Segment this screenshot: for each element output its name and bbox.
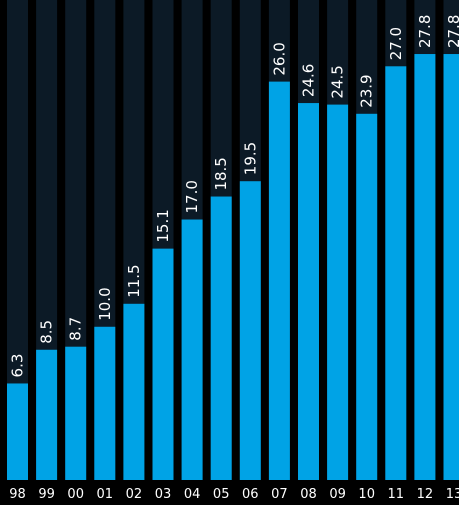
bar-05 <box>210 196 232 480</box>
bar-10 <box>356 113 378 481</box>
bar-06 <box>239 181 261 481</box>
x-tick-label-04: 04 <box>184 487 201 502</box>
x-tick-label-01: 01 <box>97 487 114 502</box>
bar-98 <box>7 383 28 480</box>
x-tick-label-07: 07 <box>271 487 288 502</box>
bar-13 <box>443 54 459 480</box>
x-tick-label-08: 08 <box>300 487 317 502</box>
value-label-12: 27.8 <box>416 15 434 48</box>
x-tick-label-05: 05 <box>213 487 230 502</box>
bar-08 <box>298 103 319 480</box>
bar-04 <box>181 219 203 481</box>
value-label-06: 19.5 <box>241 142 259 175</box>
value-label-98: 6.3 <box>9 354 27 378</box>
x-tick-label-98: 98 <box>9 487 26 502</box>
value-label-13: 27.8 <box>445 15 459 48</box>
x-tick-label-06: 06 <box>242 487 259 502</box>
x-tick-label-03: 03 <box>155 487 172 502</box>
bar-11 <box>385 66 407 481</box>
x-tick-label-09: 09 <box>329 487 346 502</box>
value-label-11: 27.0 <box>387 27 405 60</box>
value-label-09: 24.5 <box>329 65 347 98</box>
value-label-10: 23.9 <box>358 74 376 107</box>
bar-07 <box>268 81 290 480</box>
x-tick-label-99: 99 <box>38 487 55 502</box>
value-labels: 6.3 8.5 8.7 10.0 11.5 15.1 17.0 18.5 19.5 26.0 24.… <box>9 15 459 378</box>
bar-02 <box>123 303 145 480</box>
bar-01 <box>94 326 116 480</box>
value-label-05: 18.5 <box>212 157 230 190</box>
bars <box>7 54 459 481</box>
x-tick-label-12: 12 <box>417 487 434 502</box>
value-label-07: 26.0 <box>270 42 288 75</box>
value-label-08: 24.6 <box>300 64 318 97</box>
bar-12 <box>414 54 436 480</box>
bar-track <box>7 0 28 480</box>
x-tick-label-10: 10 <box>358 487 375 502</box>
x-axis-tick-labels: 98 99 00 01 02 03 04 05 06 07 08 09 10 11 12 13 <box>9 487 459 502</box>
value-label-00: 8.7 <box>67 317 85 341</box>
value-label-99: 8.5 <box>38 320 56 344</box>
bar-00 <box>65 346 87 480</box>
value-label-04: 17.0 <box>183 180 201 213</box>
bar-09 <box>327 104 349 480</box>
bar-03 <box>152 248 174 480</box>
x-tick-label-11: 11 <box>388 487 405 502</box>
value-label-01: 10.0 <box>96 287 114 320</box>
x-tick-label-02: 02 <box>126 487 143 502</box>
value-label-02: 11.5 <box>125 264 143 297</box>
value-label-03: 15.1 <box>154 209 172 242</box>
bar-99 <box>36 349 58 480</box>
x-tick-label-00: 00 <box>67 487 84 502</box>
x-tick-label-13: 13 <box>446 487 459 502</box>
